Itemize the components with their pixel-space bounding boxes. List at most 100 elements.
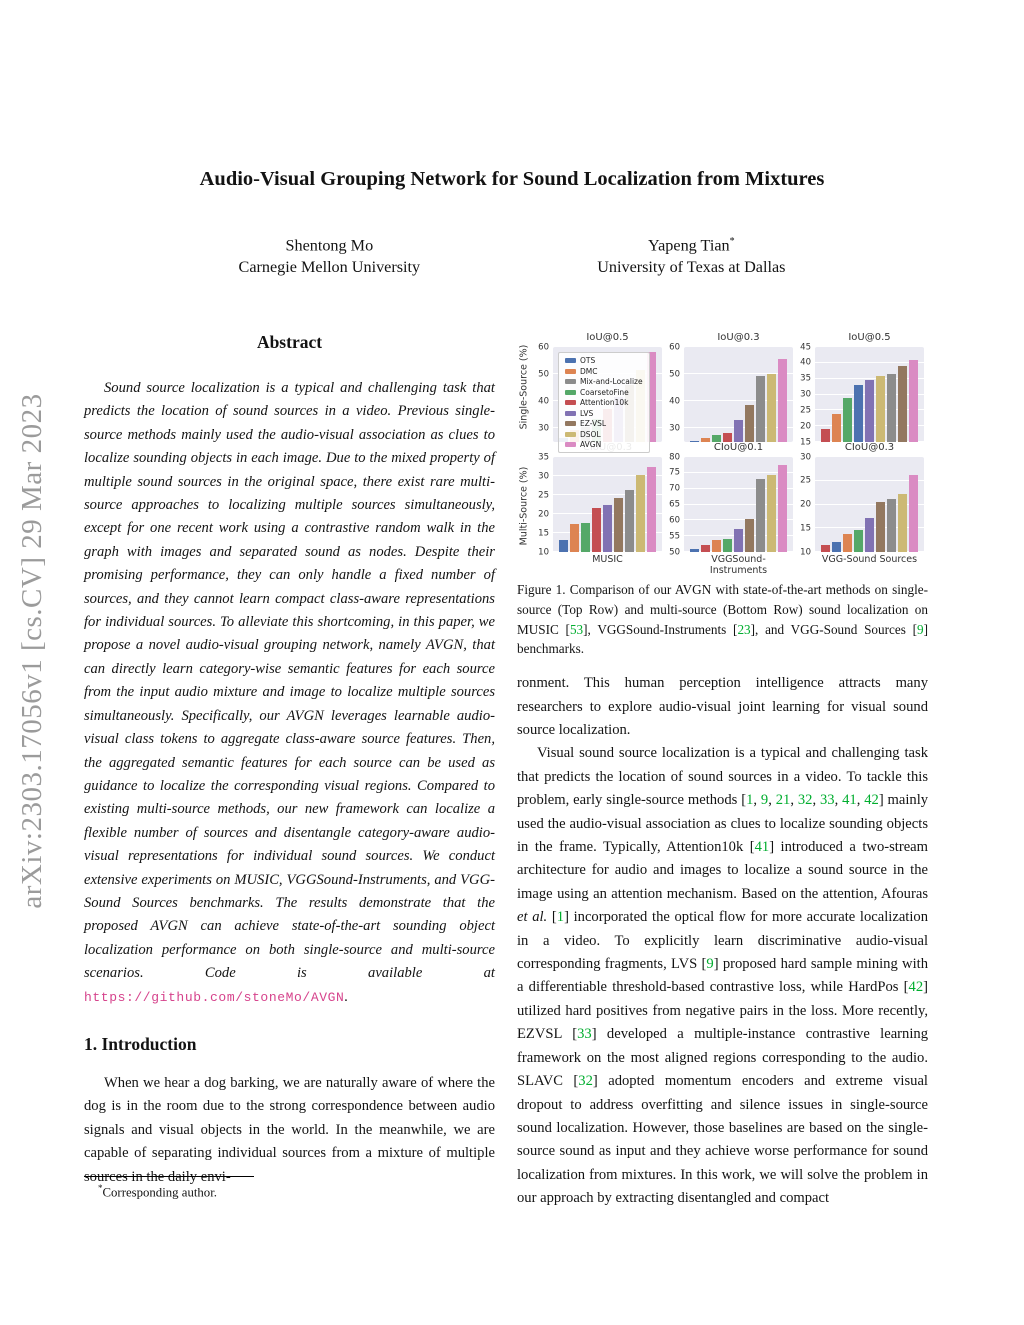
text-segment: ] incorporated the optical flow for more… xyxy=(517,909,929,973)
text-segment: ], and VGG-Sound Sources [ xyxy=(750,621,917,637)
bar-group xyxy=(815,457,924,552)
y-tick-label: 35 xyxy=(538,451,549,462)
citation-link[interactable]: 23 xyxy=(737,621,751,637)
citation-link[interactable]: 9 xyxy=(706,956,714,973)
citation-link[interactable]: 1 xyxy=(746,792,754,809)
legend-label: CoarsetoFine xyxy=(580,387,629,397)
citation-link[interactable]: 1 xyxy=(556,909,565,926)
author-name-text: Yapeng Tian xyxy=(648,236,730,255)
author-name: Yapeng Tian* xyxy=(597,236,785,255)
text-segment: ], VGGSound-Instruments [ xyxy=(583,621,738,637)
legend-item: Attention10k xyxy=(565,398,643,407)
legend-item: Mix-and-Localize xyxy=(565,377,643,386)
bar-coarsetofine xyxy=(581,522,590,552)
citation-link[interactable]: 41 xyxy=(754,839,770,856)
chart-title: IoU@0.3 xyxy=(717,332,760,343)
x-axis-label: VGG-Sound Sources xyxy=(821,554,918,565)
bar-dmc xyxy=(712,540,721,552)
legend-label: OTS xyxy=(580,356,596,365)
author-2: Yapeng Tian* University of Texas at Dall… xyxy=(597,236,785,277)
footnote-marker: * xyxy=(98,1182,103,1193)
author-name: Shentong Mo xyxy=(239,236,421,255)
chart-vggsound-instruments-multi-source: CIoU@0.1 50 55 60 65 70 75 80 VGGSound-Instrum… xyxy=(662,442,793,576)
text-segment: Sound source localization is a typical a… xyxy=(84,380,495,982)
citation-link[interactable]: 32 xyxy=(578,1073,593,1090)
legend-label: EZ-VSL xyxy=(580,419,607,428)
gridline xyxy=(815,456,924,457)
y-tick-label: 30 xyxy=(538,423,549,434)
legend-label: DSOL xyxy=(580,429,601,439)
bar-attention10k xyxy=(821,429,830,442)
gridline xyxy=(684,456,793,457)
y-tick-label: 40 xyxy=(538,396,549,407)
citation-link[interactable]: 42 xyxy=(908,979,924,996)
bar-mix-and-localize xyxy=(756,375,765,442)
y-tick-label: 20 xyxy=(800,499,811,510)
y-tick-label: 10 xyxy=(538,546,549,557)
author-block: Shentong Mo Carnegie Mellon University Y… xyxy=(150,236,874,277)
citation-link[interactable]: 32 xyxy=(797,792,813,809)
plot-area xyxy=(815,346,924,442)
code-url-link[interactable]: https://github.com/stoneMo/AVGN xyxy=(84,989,345,1005)
bar-avgn xyxy=(778,465,787,552)
bar-coarsetofine xyxy=(712,435,721,442)
citation-link[interactable]: 21 xyxy=(775,792,791,809)
bar-ez-vsl xyxy=(745,519,754,552)
y-tick-label: 20 xyxy=(538,508,549,519)
figure-1: Single-Source (%) IoU@0.5 30 40 50 60 OTS DMC… xyxy=(517,332,928,576)
bar-ez-vsl xyxy=(745,405,754,442)
legend-color-chip xyxy=(565,421,576,426)
y-axis: 15 20 25 30 35 40 45 xyxy=(793,343,815,446)
figure-top-row: Single-Source (%) IoU@0.5 30 40 50 60 OTS DMC… xyxy=(517,332,928,453)
citation-link[interactable]: 33 xyxy=(819,792,835,809)
legend-color-chip xyxy=(565,379,576,384)
citation-link[interactable]: 53 xyxy=(569,621,584,637)
y-tick-label: 35 xyxy=(800,373,811,384)
y-tick-label: 40 xyxy=(669,396,680,407)
citation-link[interactable]: 33 xyxy=(577,1026,592,1043)
text-segment: , xyxy=(768,792,776,809)
citation-link[interactable]: 42 xyxy=(864,792,879,809)
bar-avgn xyxy=(647,352,656,442)
gridline xyxy=(815,479,924,481)
bar-ots xyxy=(690,548,699,552)
bar-mix-and-localize xyxy=(756,478,765,552)
figure-bottom-row: Multi-Source (%) CIoU@0.3 10 15 20 25 30 35 M… xyxy=(517,442,928,576)
arxiv-watermark: arXiv:2303.17056v1 [cs.CV] 29 Mar 2023 xyxy=(16,393,48,909)
y-tick-label: 50 xyxy=(669,546,680,557)
bar-lvs xyxy=(734,528,743,552)
text-segment: ] mainly used the audio-visual associati… xyxy=(517,792,929,856)
bar-lvs xyxy=(865,517,874,552)
gridline xyxy=(684,373,793,375)
y-tick-label: 70 xyxy=(669,483,680,494)
text-segment: , xyxy=(856,792,865,809)
citation-link[interactable]: 9 xyxy=(917,621,924,637)
bar-attention10k xyxy=(821,544,830,552)
bar-ez-vsl xyxy=(898,366,907,442)
text-segment: ] developed a multiple-instance contrast… xyxy=(517,1026,928,1090)
legend-label: Mix-and-Localize xyxy=(580,377,643,386)
author-name-text: Shentong Mo xyxy=(285,236,374,255)
legend-color-chip xyxy=(565,368,576,374)
legend-item: DSOL xyxy=(565,430,643,439)
text-segment: . xyxy=(344,988,349,1005)
abstract-paragraph: Sound source localization is a typical a… xyxy=(84,377,495,1009)
introduction-paragraph: When we hear a dog barking, we are natur… xyxy=(84,1074,495,1185)
legend-label: LVS xyxy=(580,408,594,418)
gridline xyxy=(553,346,662,347)
gridline xyxy=(684,519,793,521)
text-segment: , xyxy=(753,792,761,809)
legend-item: OTS xyxy=(565,356,643,365)
y-tick-label: 25 xyxy=(800,405,811,416)
gridline xyxy=(553,456,662,457)
plot-area xyxy=(684,456,793,552)
bar-mix-and-localize xyxy=(887,499,896,552)
citation-link[interactable]: 41 xyxy=(842,792,857,809)
bar-ots xyxy=(854,385,863,442)
bar-avgn xyxy=(778,359,787,442)
bar-ez-vsl xyxy=(876,502,885,552)
citation-link[interactable]: 9 xyxy=(760,792,769,809)
bar-dsol xyxy=(767,475,776,552)
gridline xyxy=(553,494,662,495)
